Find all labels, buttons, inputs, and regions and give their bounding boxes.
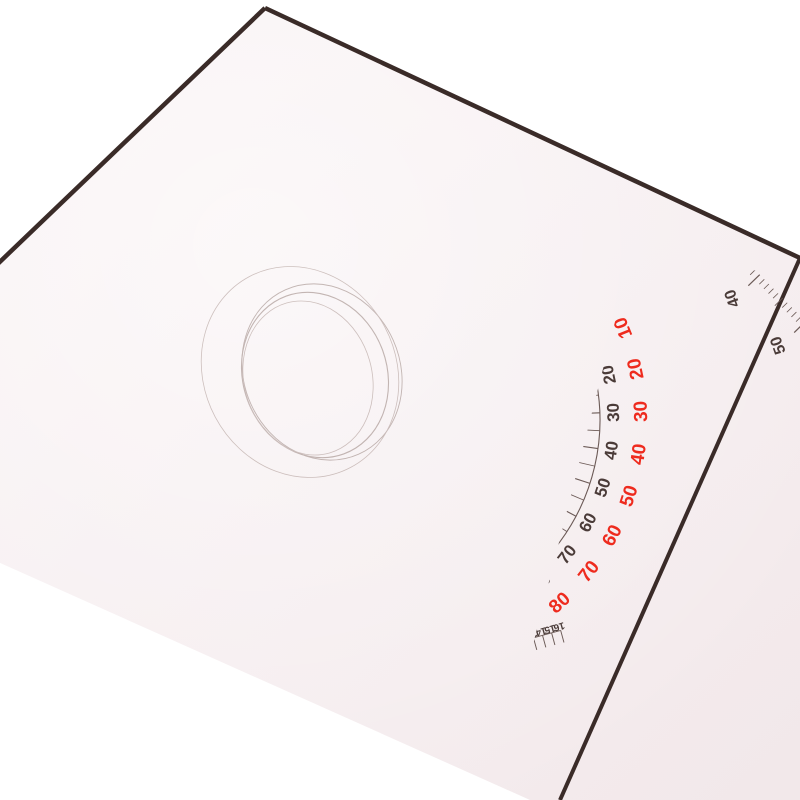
right-ruler-tick-48 <box>791 311 797 318</box>
angle-label-red-lower-140: 40 <box>627 442 651 466</box>
edge-right <box>558 257 800 800</box>
angle-label-black-lower-130: 50 <box>591 476 615 500</box>
refraction-ghost <box>200 266 403 478</box>
small-scale-tick-26 <box>560 630 565 643</box>
protractor-body[interactable] <box>0 5 800 800</box>
right-ruler-label-40: 40 <box>722 287 744 310</box>
angle-label-black-lower-160: 20 <box>597 363 620 385</box>
right-ruler-tick-39 <box>749 269 756 276</box>
right-ruler-tick-47 <box>786 307 793 313</box>
right-ruler-tick-46 <box>781 302 788 308</box>
angle-label-red-lower-160: 20 <box>624 356 649 381</box>
angle-label-black-lower-140: 40 <box>601 440 622 461</box>
edge-top-right <box>264 5 800 261</box>
plastic-sheen <box>0 8 800 800</box>
right-ruler-tick-43 <box>768 288 774 294</box>
right-ruler-tick-41 <box>759 279 765 285</box>
small-scale-label-26: 16 <box>552 619 566 633</box>
angle-label-black-lower-150: 30 <box>604 403 624 423</box>
right-ruler-tick-49 <box>795 316 800 322</box>
angle-label-red-lower-150: 30 <box>630 400 652 422</box>
edge-top-left <box>0 6 267 265</box>
right-ruler-tick-45 <box>774 297 783 306</box>
small-scale-tick-24 <box>542 635 547 648</box>
right-ruler-label-50: 50 <box>768 334 790 357</box>
small-scale-tick-25 <box>551 632 556 646</box>
right-ruler-tick-44 <box>772 293 779 299</box>
right-ruler-tick-42 <box>763 283 770 290</box>
right-ruler-tick-40 <box>747 274 761 287</box>
